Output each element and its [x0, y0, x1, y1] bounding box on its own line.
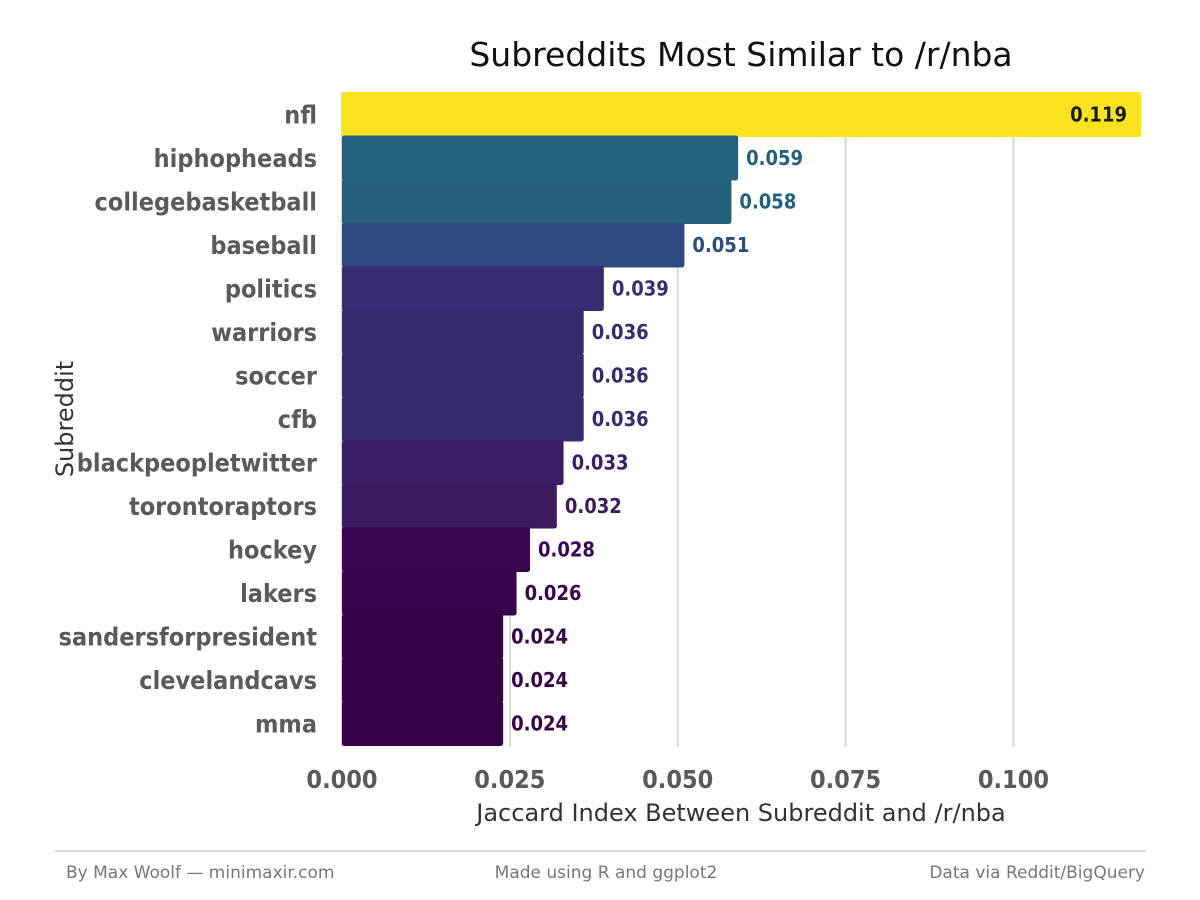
- value-label-mma: 0.024: [511, 712, 568, 736]
- category-labels: nfl hiphopheads collegebasketball baseball p…: [59, 101, 318, 739]
- value-label-clevelandcavs: 0.024: [511, 668, 568, 692]
- category-label-politics: politics: [225, 275, 317, 304]
- bar-hockey: [342, 527, 530, 572]
- x-tick-label: 0.000: [306, 765, 377, 794]
- value-label-baseball: 0.051: [692, 233, 749, 257]
- footer-tools: Made using R and ggplot2: [495, 863, 718, 883]
- x-axis-title: Jaccard Index Between Subreddit and /r/n…: [474, 799, 1005, 827]
- category-label-cfb: cfb: [278, 405, 317, 434]
- value-label-politics: 0.039: [612, 277, 669, 301]
- bar-warriors: [342, 309, 584, 355]
- bar-blackpeopletwitter: [342, 440, 564, 485]
- category-label-collegebasketball: collegebasketball: [95, 188, 317, 217]
- value-label-sandersforpresident: 0.024: [511, 625, 568, 649]
- value-label-nfl: 0.119: [1070, 103, 1127, 127]
- value-label-lakers: 0.026: [525, 581, 582, 605]
- category-label-clevelandcavs: clevelandcavs: [139, 666, 317, 695]
- footer-author: By Max Woolf — minimaxir.com: [66, 863, 335, 883]
- category-label-sandersforpresident: sandersforpresident: [59, 623, 318, 652]
- x-tick-label: 0.075: [810, 765, 881, 794]
- value-label-collegebasketball: 0.058: [739, 190, 796, 214]
- value-label-torontoraptors: 0.032: [565, 494, 622, 518]
- category-label-torontoraptors: torontoraptors: [129, 492, 317, 521]
- bar-cfb: [342, 396, 584, 442]
- category-label-mma: mma: [255, 710, 317, 739]
- bar-sandersforpresident: [342, 614, 504, 659]
- value-label-cfb: 0.036: [592, 407, 649, 431]
- value-label-blackpeopletwitter: 0.033: [572, 451, 629, 475]
- bar-hiphopheads: [342, 135, 739, 181]
- category-label-warriors: warriors: [211, 318, 317, 347]
- category-label-hockey: hockey: [228, 536, 317, 565]
- bar-baseball: [342, 222, 685, 268]
- bars: [342, 92, 1141, 746]
- bar-soccer: [342, 353, 584, 398]
- x-tick-label: 0.025: [474, 765, 545, 794]
- bar-nfl: [342, 92, 1141, 137]
- category-label-lakers: lakers: [240, 579, 317, 608]
- bar-torontoraptors: [342, 483, 557, 529]
- bar-mma: [342, 701, 504, 746]
- bar-politics: [342, 266, 604, 311]
- value-label-hiphopheads: 0.059: [746, 146, 803, 170]
- y-axis-title: Subreddit: [51, 361, 79, 477]
- chart-title: Subreddits Most Similar to /r/nba: [469, 35, 1012, 74]
- x-tick-labels: 0.000 0.025 0.050 0.075 0.100: [306, 765, 1049, 794]
- bar-collegebasketball: [342, 179, 732, 224]
- value-labels: 0.119 0.059 0.058 0.051 0.039 0.036 0.036 0.036…: [511, 103, 1127, 736]
- category-label-soccer: soccer: [235, 362, 318, 391]
- category-label-blackpeopletwitter: blackpeopletwitter: [77, 449, 318, 478]
- x-tick-label: 0.050: [642, 765, 713, 794]
- footer-source: Data via Reddit/BigQuery: [929, 863, 1145, 883]
- x-tick-label: 0.100: [978, 765, 1049, 794]
- value-label-warriors: 0.036: [592, 320, 649, 344]
- bar-clevelandcavs: [342, 657, 504, 703]
- category-label-baseball: baseball: [210, 231, 317, 260]
- category-label-nfl: nfl: [284, 101, 317, 130]
- category-label-hiphopheads: hiphopheads: [154, 144, 317, 173]
- value-label-hockey: 0.028: [538, 538, 595, 562]
- bar-lakers: [342, 570, 517, 616]
- value-label-soccer: 0.036: [592, 364, 649, 388]
